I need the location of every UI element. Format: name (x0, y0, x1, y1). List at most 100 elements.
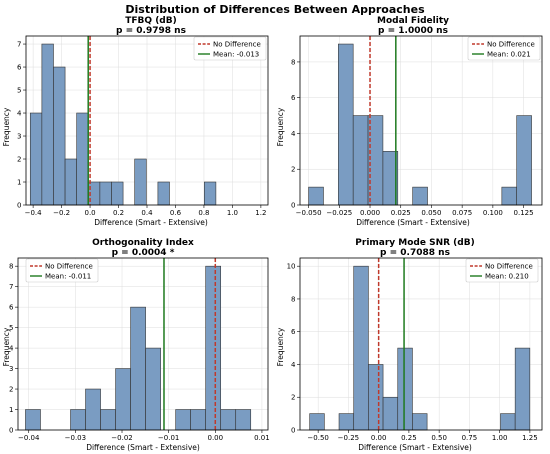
x-tick-label: −0.03 (65, 434, 86, 442)
y-axis-label: Frequency (276, 107, 285, 146)
y-tick-label: 2 (291, 394, 295, 402)
y-tick-label: 7 (9, 283, 13, 291)
panel-title: Primary Mode SNR (dB) (355, 238, 474, 248)
legend-mean-label: Mean: -0.011 (45, 273, 91, 281)
histogram-bar (382, 396, 399, 431)
histogram-bar (175, 409, 191, 431)
x-axis-label: Difference (Smart - Extensive) (356, 218, 470, 227)
y-tick-label: 0 (291, 202, 295, 210)
histogram-bar (134, 158, 147, 206)
x-tick-label: 0.75 (462, 434, 478, 442)
x-tick-label: 0.2 (113, 209, 124, 217)
histogram-bar (368, 364, 384, 431)
y-tick-label: 8 (291, 295, 295, 303)
x-tick-label: 0.00 (371, 434, 387, 442)
histogram-bar (203, 181, 217, 206)
x-tick-label: 0.8 (198, 209, 209, 217)
histogram-bar (25, 409, 41, 431)
x-tick-label: −0.4 (25, 209, 43, 217)
panel-title: Orthogonality Index (92, 238, 194, 248)
x-tick-label: 0.25 (401, 434, 417, 442)
plot-area: −0.04 −0.03 −0.02 −0.01 0.00 0.01 0 1 2 3 4 5 6 7 8 (9, 257, 270, 442)
plot-area: −0.50 −0.25 0.00 0.25 0.50 0.75 1.00 1.25 0 2 4 6 8 1… (287, 257, 543, 442)
histogram-bar (157, 181, 170, 206)
histogram-bar (501, 186, 517, 206)
x-tick-label: −0.25 (338, 434, 359, 442)
x-axis-label: Difference (Smart - Extensive) (94, 218, 208, 227)
panel-subtitle: p = 1.0000 ns (378, 26, 448, 36)
x-tick-label: 0.075 (452, 209, 472, 217)
y-tick-label: 5 (9, 324, 13, 332)
histogram-bar (397, 347, 413, 431)
x-tick-label: 0.50 (431, 434, 447, 442)
x-tick-label: 0.000 (360, 209, 380, 217)
histogram-bar (53, 66, 66, 206)
histogram-bar (41, 43, 54, 206)
histogram-bar (309, 413, 325, 431)
y-axis-label: Frequency (2, 107, 11, 146)
y-tick-label: 4 (9, 345, 14, 353)
histogram-bar (205, 265, 222, 431)
axes-frame (17, 257, 269, 431)
panel-primary-mode-snr: Primary Mode SNR (dB) p = 0.7088 ns Diff… (276, 238, 543, 452)
legend-mean-label: Mean: 0.210 (485, 273, 529, 281)
panel-subtitle: p = 0.0004 * (112, 248, 175, 258)
x-tick-label: 0.050 (421, 209, 441, 217)
histogram-bar (514, 347, 531, 431)
x-tick-label: −0.50 (307, 434, 328, 442)
y-tick-label: 8 (291, 58, 295, 66)
y-tick-label: 5 (17, 87, 21, 95)
plot-area: −0.4 −0.2 0.0 0.2 0.4 0.6 0.8 1.0 1.2 0 1 2 3 4 5 6 7 (17, 35, 269, 217)
x-tick-label: 1.25 (522, 434, 538, 442)
x-tick-label: −0.050 (296, 209, 322, 217)
panel-tfbq: TFBQ (dB) p = 0.9798 ns Difference (Smar… (2, 16, 269, 227)
y-tick-label: 2 (9, 386, 13, 394)
x-tick-label: 0.100 (483, 209, 503, 217)
y-tick-label: 2 (17, 156, 21, 164)
histogram-bar (412, 186, 428, 206)
panel-subtitle: p = 0.7088 ns (380, 248, 450, 258)
y-tick-label: 6 (17, 64, 22, 72)
y-tick-label: 6 (9, 304, 14, 312)
histogram-bar (235, 409, 252, 431)
x-tick-label: 1.0 (227, 209, 238, 217)
histogram-bar (100, 409, 116, 431)
histogram-bar (85, 388, 101, 431)
legend-no-difference-label: No Difference (487, 41, 535, 49)
x-axis-label: Difference (Smart - Extensive) (358, 443, 472, 452)
panel-orthogonality-index: Orthogonality Index p = 0.0004 * Differe… (2, 238, 270, 452)
x-tick-label: 0.00 (207, 434, 223, 442)
histogram-bar (29, 112, 43, 206)
figure-suptitle: Distribution of Differences Between Appr… (125, 3, 425, 16)
axes-frame (299, 257, 543, 431)
legend-no-difference-label: No Difference (45, 263, 93, 271)
y-tick-label: 4 (291, 130, 296, 138)
histogram-bar (338, 413, 355, 431)
x-tick-label: −0.025 (326, 209, 352, 217)
histogram-bar (145, 347, 161, 431)
histogram-bar (115, 368, 131, 431)
legend-no-difference-label: No Difference (213, 41, 261, 49)
x-axis-label: Difference (Smart - Extensive) (86, 443, 200, 452)
y-tick-label: 4 (291, 361, 296, 369)
legend-box (193, 36, 267, 61)
histogram-bar (111, 181, 124, 206)
axes-frame (299, 35, 543, 206)
histogram-bar (130, 306, 146, 431)
panel-title: TFBQ (dB) (125, 16, 176, 26)
x-tick-label: −0.2 (53, 209, 70, 217)
histogram-bar (99, 181, 112, 206)
histogram-bar (220, 409, 237, 431)
histogram-bar (353, 265, 369, 431)
histogram-bar (64, 158, 77, 206)
x-tick-label: 1.2 (255, 209, 266, 217)
histogram-bar (500, 413, 516, 431)
x-tick-label: 0.025 (391, 209, 411, 217)
legend-mean-label: Mean: -0.013 (213, 51, 259, 59)
histogram-bar (352, 115, 369, 206)
y-tick-label: 10 (287, 263, 296, 271)
histogram-bar (412, 413, 428, 431)
panel-modal-fidelity: Modal Fidelity p = 1.0000 ns Difference … (276, 16, 543, 227)
y-tick-label: 7 (17, 41, 21, 49)
y-axis-label: Frequency (276, 327, 285, 366)
